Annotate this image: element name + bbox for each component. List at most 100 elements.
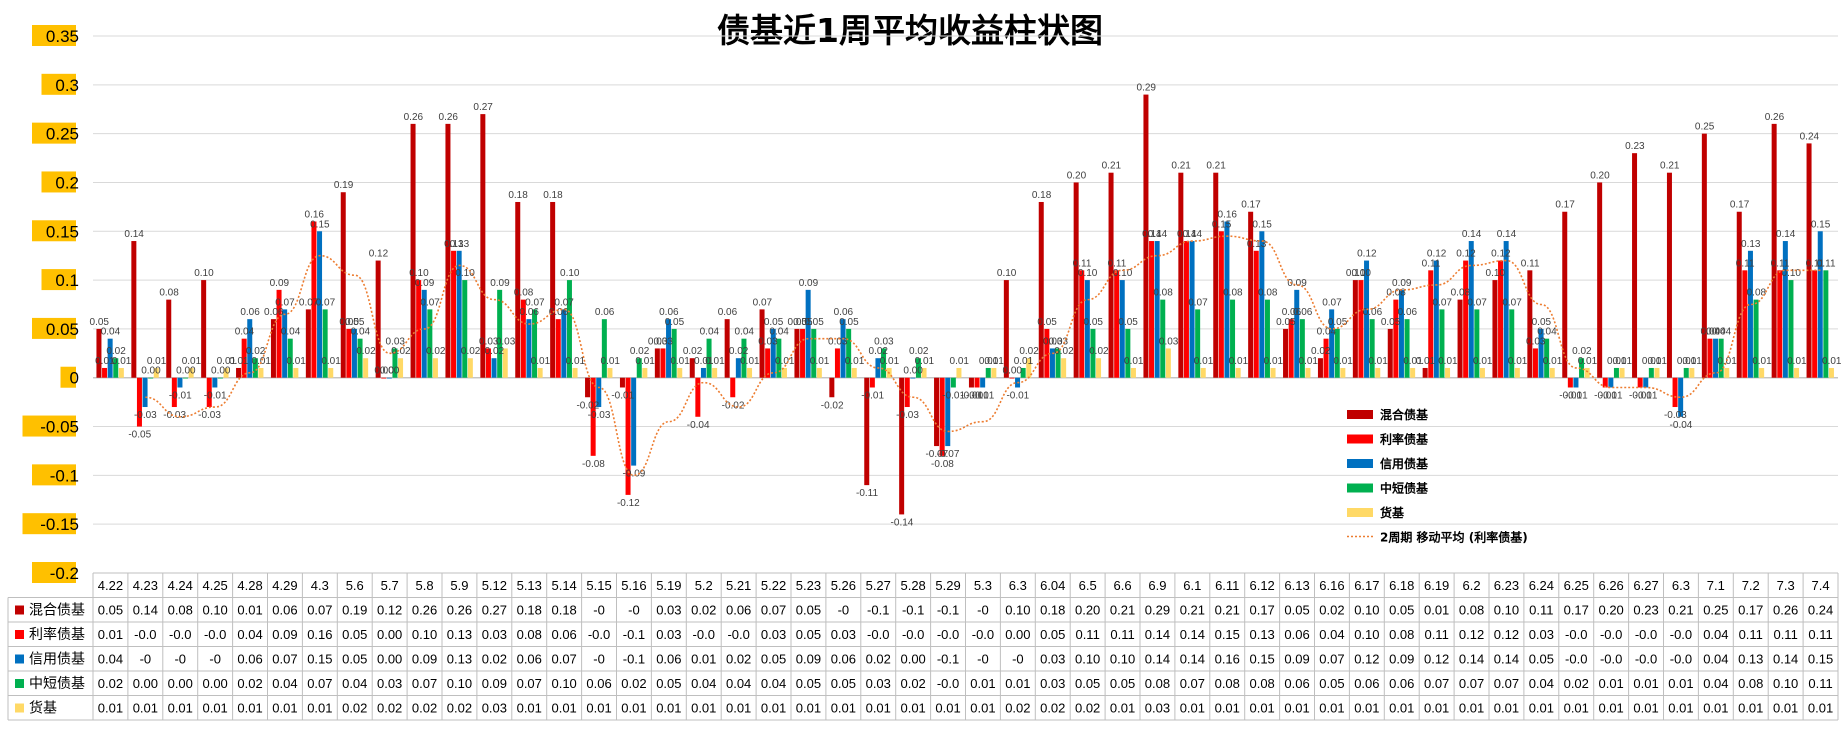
data-label: 0.02 [461, 346, 481, 357]
bar [1195, 309, 1201, 378]
bar [1747, 250, 1753, 378]
table-cell: -0 [209, 652, 221, 667]
bar [1009, 377, 1015, 379]
bar [921, 367, 927, 378]
bar [1707, 338, 1713, 378]
table-cell: 0.11 [1808, 676, 1832, 691]
data-label: 0.03 [479, 336, 499, 347]
x-tick-label: 5.16 [621, 578, 646, 593]
bar [96, 328, 102, 378]
bar [1270, 367, 1276, 378]
table-cell: 0.05 [796, 603, 821, 618]
y-tick-label-bg [41, 171, 76, 193]
table-cell: 0.10 [1110, 652, 1135, 667]
bar [305, 309, 311, 378]
legend-swatch [1347, 459, 1373, 468]
legend-swatch [1347, 483, 1373, 493]
data-label: -0.01 [204, 390, 227, 401]
table-cell: 0.06 [586, 676, 611, 691]
data-label: 0.01 [321, 356, 341, 367]
x-tick-label: 5.19 [656, 578, 681, 593]
bar [1235, 367, 1241, 378]
table-cell: 0.08 [1215, 676, 1240, 691]
data-label: -0.08 [582, 459, 605, 470]
data-label: -0.08 [931, 459, 954, 470]
bar [532, 309, 538, 378]
legend-label: 2周期 移动平均 (利率债基) [1380, 530, 1528, 545]
table-cell: -0.0 [727, 627, 749, 642]
table-cell: 0.01 [237, 701, 262, 716]
table-cell: 0.03 [377, 676, 402, 691]
x-tick-label: 5.2 [695, 578, 713, 593]
bar [131, 241, 137, 378]
table-cell: 0.03 [1145, 701, 1170, 716]
x-tick-label: 5.27 [866, 578, 891, 593]
table-cell: 0.02 [1075, 701, 1100, 716]
data-label: 0.04 [1537, 327, 1557, 338]
bar [1771, 123, 1777, 378]
data-label: -0.07 [925, 449, 948, 460]
table-cell: 0.01 [1633, 701, 1658, 716]
data-label: 0.03 [1049, 336, 1069, 347]
data-label: 0.06 [718, 307, 738, 318]
table-cell: 0.04 [691, 676, 716, 691]
data-label: 0.11 [1806, 258, 1825, 269]
data-label: 0.17 [1730, 200, 1750, 211]
data-label: 0.09 [1287, 278, 1307, 289]
bar [1334, 328, 1340, 378]
data-label: 0.10 [1486, 268, 1506, 279]
x-tick-label: 5.3 [974, 578, 992, 593]
data-label: 0.05 [839, 317, 859, 328]
bar [1828, 367, 1834, 378]
x-tick-label: 6.12 [1249, 578, 1274, 593]
data-label: 0.09 [270, 278, 290, 289]
data-label: 0.06 [1398, 307, 1418, 318]
data-label: -0.01 [611, 390, 634, 401]
data-label: 0.17 [1241, 200, 1261, 211]
x-tick-label: 5.23 [796, 578, 821, 593]
bar [1096, 358, 1102, 378]
data-label: 0.03 [1526, 336, 1546, 347]
table-cell: 0.06 [1389, 676, 1414, 691]
bar [427, 309, 433, 378]
table-legend-key [15, 605, 24, 615]
bar [1160, 299, 1166, 378]
table-cell: 0.01 [1215, 701, 1240, 716]
table-cell: 0.05 [831, 676, 856, 691]
bar [183, 377, 189, 379]
data-label: 0.15 [310, 219, 330, 230]
bar [1718, 338, 1724, 378]
data-label: -0.03 [1664, 410, 1687, 421]
bar [1527, 270, 1533, 378]
table-cell: 0.01 [1598, 676, 1623, 691]
table-cell: 0.14 [1145, 627, 1170, 642]
bar [555, 319, 561, 378]
x-tick-label: 6.13 [1284, 578, 1309, 593]
bar [276, 289, 282, 378]
table-legend-key [15, 630, 24, 639]
table-cell: 0.01 [1668, 701, 1693, 716]
data-label: 0.02 [356, 346, 376, 357]
bar [1759, 367, 1765, 378]
bar [357, 338, 363, 378]
data-label: 0.06 [1293, 307, 1313, 318]
bar [1283, 328, 1289, 378]
data-label: 0.07 [316, 297, 336, 308]
bar [1015, 377, 1021, 388]
table-cell: -0 [140, 652, 152, 667]
table-cell: 0.09 [796, 652, 821, 667]
bar [1468, 241, 1474, 378]
table-cell: 0.07 [412, 676, 437, 691]
bar [700, 367, 706, 378]
data-label: -0.01 [1600, 390, 1623, 401]
table-cell: 0.09 [412, 652, 437, 667]
data-label: 0.01 [775, 356, 795, 367]
bar [1090, 328, 1096, 378]
table-cell: 0.14 [1494, 652, 1519, 667]
table-cell: 0.02 [447, 701, 472, 716]
data-label: 0.01 [1368, 356, 1388, 367]
data-label: 0.02 [1054, 346, 1074, 357]
data-label: 0.07 [554, 297, 574, 308]
bar [1713, 338, 1719, 378]
bar [550, 201, 556, 378]
